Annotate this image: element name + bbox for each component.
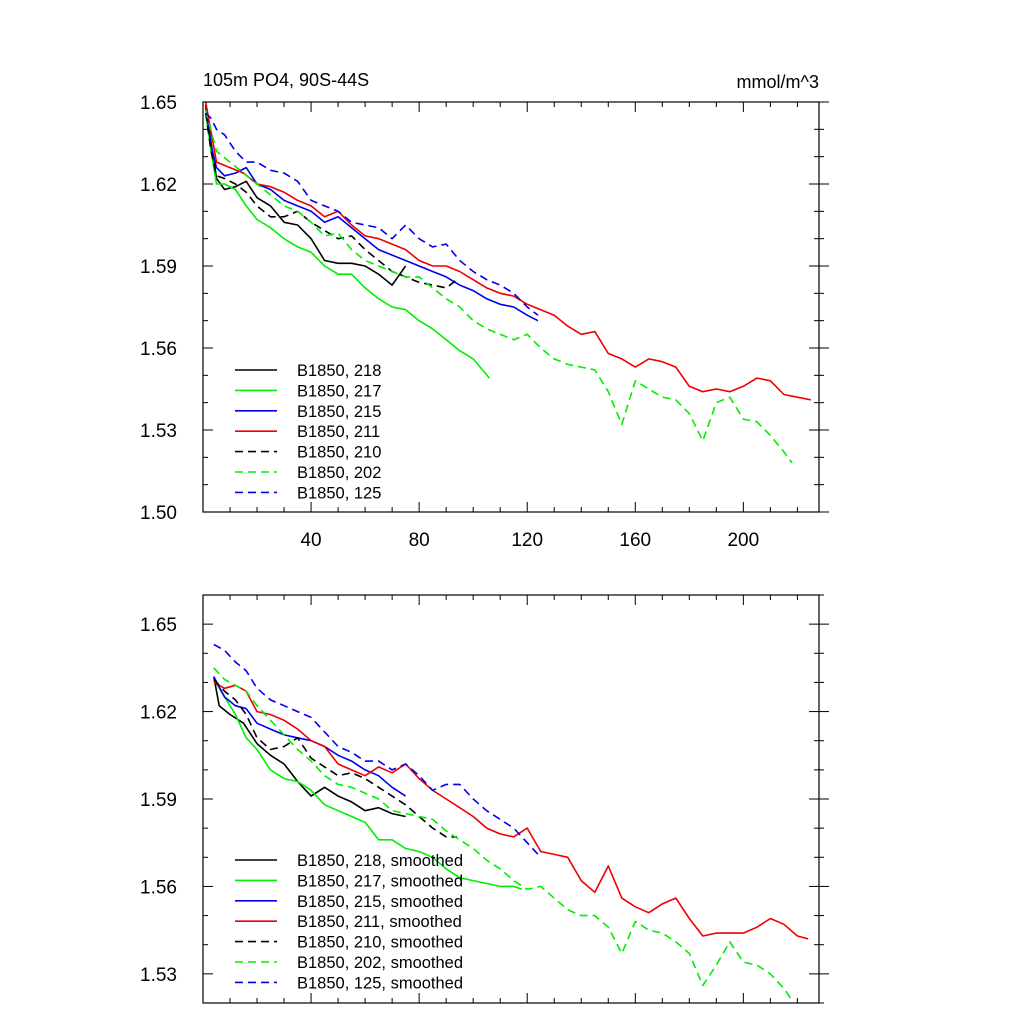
y-tick-label: 1.62 (140, 175, 177, 196)
chart-title: 105m PO4, 90S-44S (203, 70, 369, 90)
series-line-1 (213, 679, 523, 891)
x-tick-label: 160 (619, 530, 651, 551)
series-line-5 (204, 109, 793, 464)
series-line-5 (213, 667, 793, 1001)
legend-label: B1850, 217, smoothed (297, 872, 463, 890)
legend-label: B1850, 210, smoothed (297, 934, 463, 952)
legend-label: B1850, 202, smoothed (297, 954, 463, 972)
x-tick-label: 120 (511, 530, 543, 551)
series-line-3 (204, 102, 812, 401)
y-tick-label: 1.59 (140, 790, 177, 811)
x-tick-label: 200 (727, 530, 759, 551)
series-line-0 (204, 104, 407, 286)
x-tick-label: 80 (409, 530, 430, 551)
series-line-6 (205, 112, 539, 316)
plot-frame (202, 594, 820, 1004)
legend-label: B1850, 211, smoothed (297, 913, 462, 931)
y-tick-label: 1.50 (140, 503, 177, 524)
legend-label: B1850, 215, smoothed (297, 893, 463, 911)
legend: B1850, 218, smoothed B1850, 217, smoothed… (235, 852, 463, 992)
series-line-2 (204, 107, 539, 322)
series-group (204, 102, 812, 464)
legend-label: B1850, 210 (297, 444, 381, 462)
y-tick-label: 1.62 (140, 703, 177, 724)
y-tick-label: 1.53 (140, 965, 177, 986)
legend-label: B1850, 211 (297, 423, 380, 441)
legend-label: B1850, 217 (297, 382, 381, 400)
series-line-1 (204, 112, 491, 379)
x-tick-label: 40 (300, 530, 321, 551)
legend-label: B1850, 202 (297, 464, 381, 482)
plot-frame (202, 101, 820, 513)
y-tick-label: 1.56 (140, 877, 177, 898)
y-tick-label: 1.65 (140, 93, 177, 114)
legend-label: B1850, 218 (297, 362, 381, 380)
series-line-3 (213, 681, 809, 940)
units-label: mmol/m^3 (737, 72, 819, 92)
y-tick-label: 1.59 (140, 257, 177, 278)
y-tick-label: 1.56 (140, 339, 177, 360)
series-line-2 (213, 676, 407, 797)
legend-label: B1850, 125 (297, 484, 381, 502)
panel-bottom: 1.53 1.56 1.59 1.62 1.65 B1850, 218, smoothed… (140, 594, 829, 1004)
legend-label: B1850, 215 (297, 403, 381, 421)
series-line-4 (213, 678, 457, 838)
series-group (213, 643, 809, 1001)
panel-top: 40 80 120 160 200 1.50 1.53 1.56 1.59 1.62 1.65 105… (140, 70, 829, 551)
y-tick-label: 1.65 (140, 615, 177, 636)
series-line-0 (213, 676, 406, 818)
legend-label: B1850, 125, smoothed (297, 974, 463, 992)
legend: B1850, 218 B1850, 217 B1850, 215 B1850, 211… (235, 362, 381, 502)
legend-label: B1850, 218, smoothed (297, 852, 463, 870)
series-line-4 (204, 112, 458, 289)
series-line-6 (213, 643, 539, 855)
y-tick-label: 1.53 (140, 421, 177, 442)
